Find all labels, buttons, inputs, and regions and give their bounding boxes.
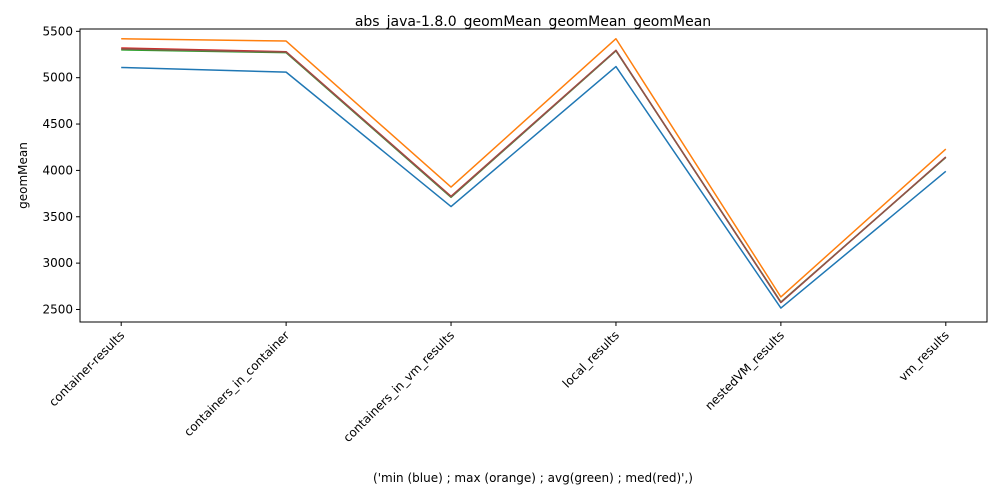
y-tick-label: 5500: [42, 24, 73, 38]
y-tick-label: 3500: [42, 210, 73, 224]
x-axis-title: ('min (blue) ; max (orange) ; avg(green)…: [373, 471, 693, 485]
series-layer: [121, 37, 947, 309]
y-tick-label: 4500: [42, 117, 73, 131]
y-tick-label: 3000: [42, 256, 73, 270]
y-axis-title: geomMean: [16, 142, 30, 209]
plot-frame: [79, 28, 988, 323]
y-tick-label: 4000: [42, 163, 73, 177]
y-axis: 2500 3000 3500 4000 4500 5000 5500: [42, 24, 80, 316]
series-line-0: [121, 65, 947, 309]
chart-title: abs_java-1.8.0_geomMean_geomMean_geomMea…: [355, 14, 711, 30]
y-tick-label: 2500: [42, 302, 73, 316]
series-line-3: [121, 48, 947, 303]
y-tick-label: 5000: [42, 71, 73, 85]
series-line-4: [121, 37, 947, 298]
